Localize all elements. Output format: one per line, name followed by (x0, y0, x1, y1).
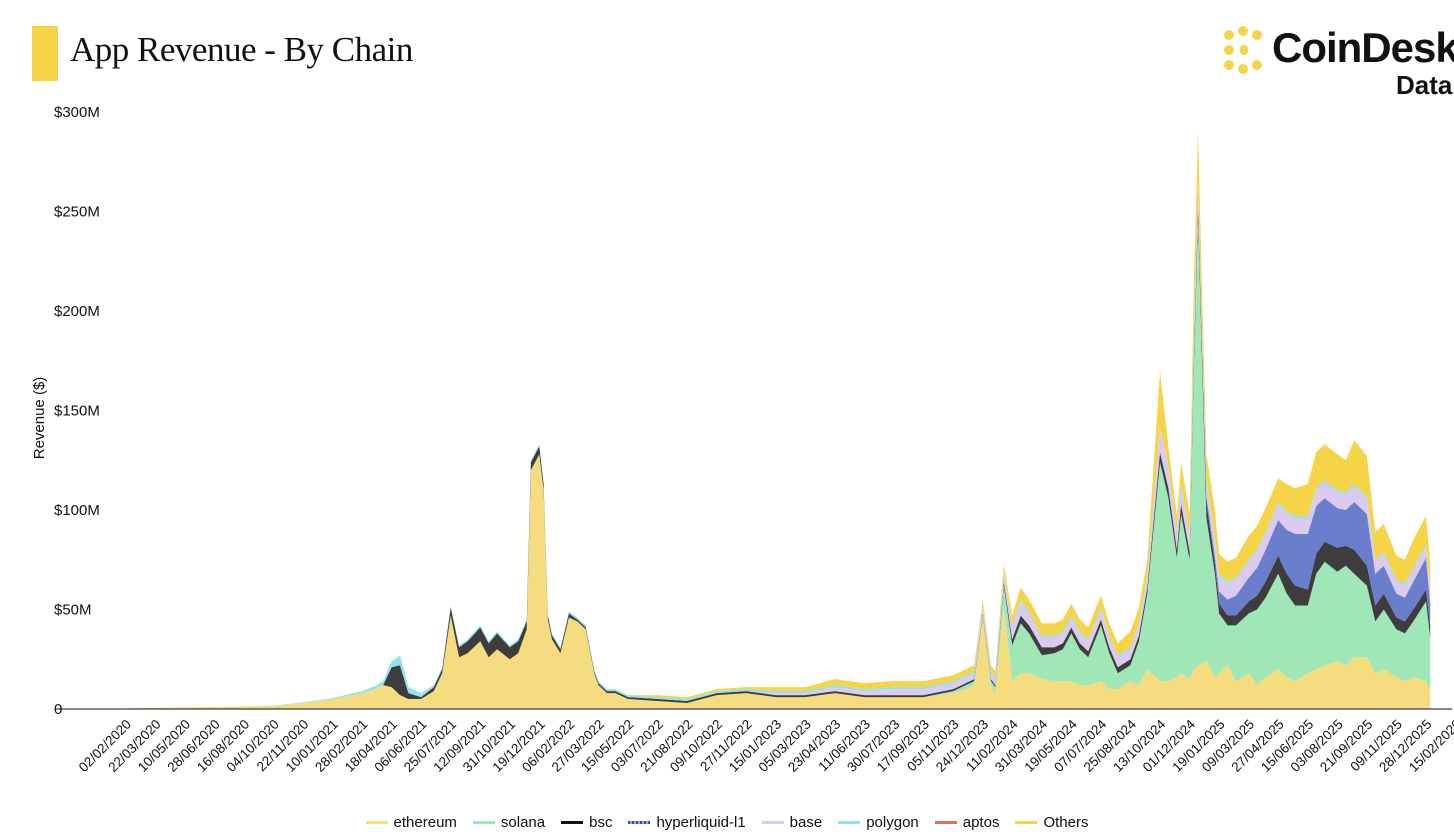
legend-swatch (472, 820, 495, 824)
logo-wordmark: CoinDesk (1272, 24, 1454, 71)
legend-item[interactable]: base (761, 813, 823, 831)
y-axis-title: Revenue ($) (31, 377, 48, 460)
legend-label: hyperliquid-l1 (656, 813, 746, 831)
y-tick-label: $100M (54, 502, 100, 519)
y-tick-label: $150M (54, 403, 100, 420)
legend-item[interactable]: ethereum (365, 813, 457, 831)
legend-item[interactable]: solana (472, 813, 546, 831)
area-series-base (96, 181, 1431, 709)
legend-label: aptos (962, 813, 1000, 831)
legend-label: ethereum (393, 813, 457, 831)
area-series-others (96, 131, 1431, 709)
legend-label: bsc (589, 813, 613, 831)
y-tick-label: $50M (54, 602, 92, 619)
y-tick-label: $300M (54, 104, 100, 121)
legend-swatch (934, 820, 957, 824)
legend-label: polygon (866, 813, 919, 831)
legend-swatch (761, 820, 784, 824)
legend-swatch (365, 820, 388, 824)
legend-swatch (561, 820, 584, 824)
legend-swatch (838, 820, 861, 824)
coindesk-logo-icon (1224, 26, 1262, 74)
legend-item[interactable]: hyperliquid-l1 (628, 813, 746, 831)
area-series-polygon (96, 179, 1431, 709)
x-axis-ticks: 02/02/202022/03/202010/05/202028/06/2020… (76, 716, 1454, 775)
title-accent-bar (32, 26, 58, 81)
legend-swatch (1015, 820, 1038, 824)
coindesk-logo: CoinDesk Data (1222, 22, 1454, 102)
legend-label: base (789, 813, 823, 831)
chart-legend: ethereum solana bsc hyperliquid-l1 base polyg… (0, 812, 1454, 832)
stacked-areas (96, 131, 1431, 709)
revenue-area-chart: 0$50M$100M$150M$200M$250M$300M Revenue (… (31, 104, 1454, 775)
y-tick-label: $200M (54, 303, 100, 320)
legend-item[interactable]: aptos (934, 813, 1000, 831)
logo-subtitle: Data (1396, 70, 1453, 100)
legend-item[interactable]: bsc (561, 814, 612, 831)
page-title: App Revenue - By Chain (70, 30, 413, 69)
area-series-solana (96, 217, 1431, 709)
legend-label: solana (500, 813, 546, 831)
legend-swatch (628, 820, 651, 824)
legend-label: Others (1043, 813, 1089, 831)
y-axis-ticks: 0$50M$100M$150M$200M$250M$300M (54, 104, 100, 718)
legend-item[interactable]: Others (1015, 814, 1088, 831)
legend-item[interactable]: polygon (838, 814, 919, 831)
y-tick-label: $250M (54, 204, 100, 221)
area-series-ethereum (96, 454, 1431, 709)
